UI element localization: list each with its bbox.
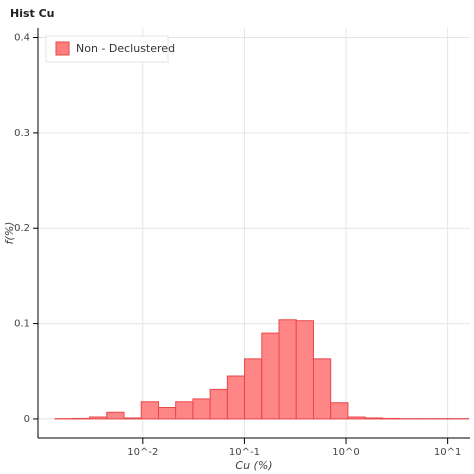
bar: [226, 375, 246, 420]
y-tick-label: 0.3: [14, 128, 30, 139]
x-axis-label: Cu (%): [235, 459, 272, 472]
bar: [140, 401, 159, 420]
legend-label: Non - Declustered: [76, 42, 175, 55]
y-tick-label: 0.1: [14, 319, 30, 330]
x-tick-label: 10^1: [434, 447, 461, 458]
bar: [123, 417, 142, 420]
bar: [278, 319, 297, 420]
x-tick-label: 10^0: [332, 447, 359, 458]
bar: [244, 358, 263, 420]
bar: [106, 411, 125, 420]
bar: [364, 417, 383, 420]
bar: [295, 320, 314, 420]
y-tick-label: 0: [24, 414, 30, 425]
x-tick-label: 10^-1: [229, 447, 260, 458]
y-tick-label: 0.4: [14, 33, 30, 44]
chart-title: Hist Cu: [10, 7, 55, 20]
legend-swatch: [55, 41, 70, 56]
bar: [261, 332, 280, 420]
y-tick-label: 0.2: [14, 223, 30, 234]
bar: [89, 416, 108, 420]
bar: [330, 402, 349, 420]
legend-box: [45, 35, 169, 63]
bar: [312, 358, 332, 420]
bar: [157, 406, 177, 420]
bar: [209, 388, 228, 420]
bar: [192, 398, 211, 420]
bar: [175, 401, 194, 420]
bar: [347, 416, 366, 420]
x-tick-label: 10^-2: [127, 447, 158, 458]
y-axis-label: f(%): [3, 222, 16, 245]
